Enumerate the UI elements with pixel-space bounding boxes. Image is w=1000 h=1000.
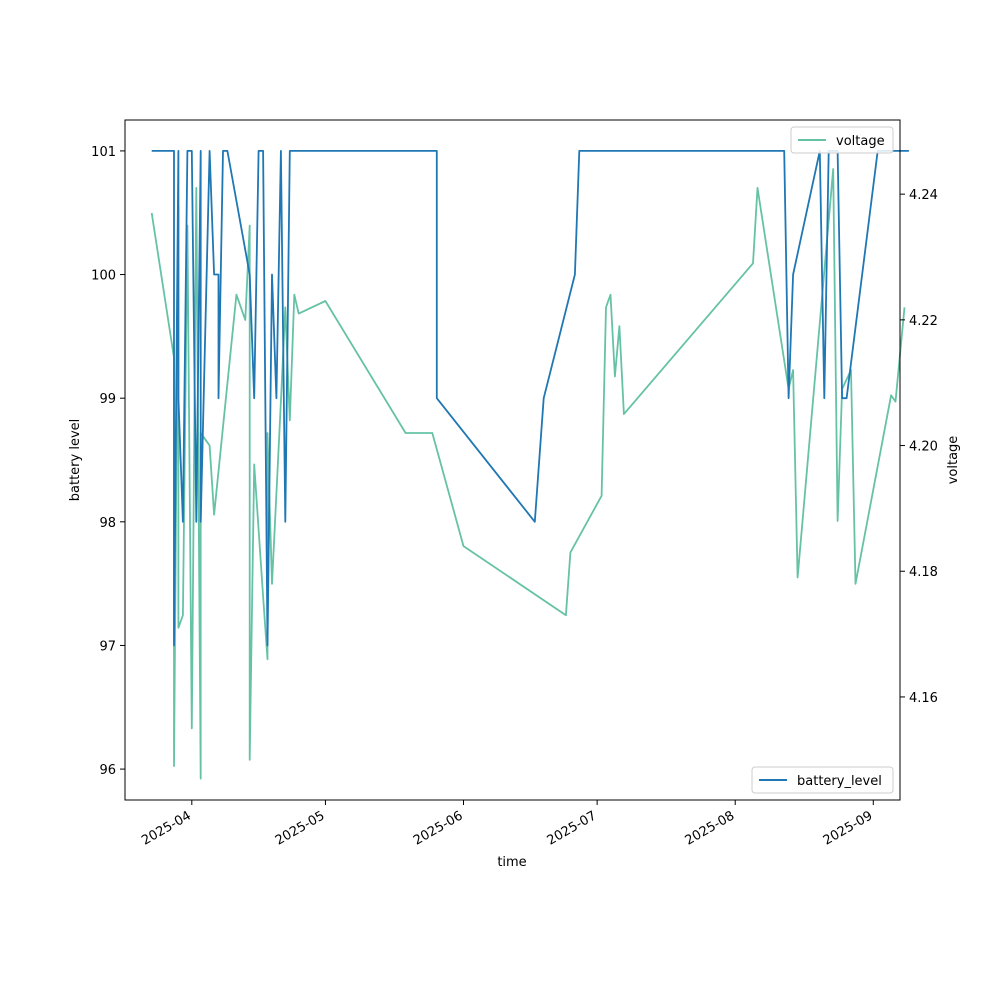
y-left-tick-label: 96 [99,763,116,778]
y-right-tick-label: 4.18 [909,565,938,580]
y-left-tick-label: 99 [99,392,116,407]
y-axis-right-label: voltage [946,436,961,485]
x-axis: 2025-04 2025-05 2025-06 2025-07 2025-08 2025-… [139,800,875,849]
y-axis-left-label: battery level [68,419,83,502]
plot-frame [124,119,901,801]
y-axis-left: 96 97 98 99 100 101 [91,145,125,778]
y-right-tick-label: 4.22 [909,314,938,329]
x-tick-label: 2025-04 [139,808,194,848]
legend-label-battery-level: battery_level [797,774,882,789]
x-axis-label: time [497,855,526,870]
series-line-battery-level [151,149,909,647]
x-tick-label: 2025-08 [683,808,738,848]
plot-lines [150,149,909,780]
y-left-tick-label: 97 [99,639,116,654]
x-tick-label: 2025-06 [411,808,466,848]
x-tick-label: 2025-05 [273,808,328,848]
legend-label-voltage: voltage [836,134,885,149]
y-right-tick-label: 4.16 [909,691,938,706]
y-left-tick-label: 98 [99,516,116,531]
legend-voltage: voltage [790,126,894,154]
y-left-tick-label: 101 [91,145,116,160]
y-axis-right: 4.16 4.18 4.20 4.22 4.24 [900,188,938,706]
y-right-tick-label: 4.24 [909,188,938,203]
y-right-tick-label: 4.20 [909,440,938,455]
x-tick-label: 2025-09 [821,808,876,848]
series-line-voltage [150,168,906,780]
legend-battery-level: battery_level [751,766,894,794]
y-left-tick-label: 100 [91,269,116,284]
legend-box [751,766,894,794]
legend-box [790,126,894,154]
x-tick-label: 2025-07 [545,808,600,848]
